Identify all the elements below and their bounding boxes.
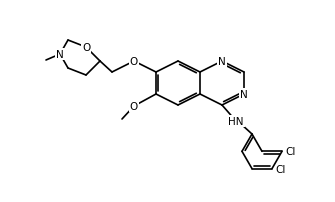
Text: Cl: Cl [275, 164, 285, 174]
Text: O: O [82, 43, 90, 53]
Text: HN: HN [228, 116, 244, 126]
Text: N: N [218, 57, 226, 67]
Text: N: N [56, 50, 64, 60]
Text: O: O [130, 101, 138, 112]
Text: O: O [130, 57, 138, 67]
Text: Cl: Cl [285, 147, 295, 157]
Text: N: N [240, 89, 248, 100]
